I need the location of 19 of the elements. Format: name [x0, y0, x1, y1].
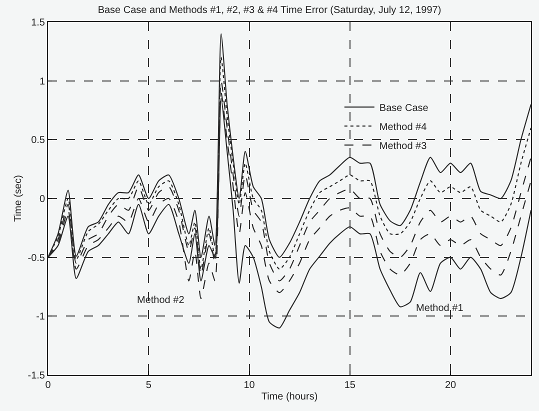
y-tick-label: -0.5: [28, 252, 46, 264]
x-axis-title: Time (hours): [261, 392, 318, 402]
y-tick-label: -1.5: [28, 370, 46, 382]
x-tick-label: 20: [444, 380, 456, 391]
legend-label: Method #3: [379, 141, 428, 152]
y-tick-label: 0: [39, 194, 46, 205]
y-tick-label: 0.5: [31, 135, 46, 146]
x-tick-label: 15: [344, 380, 356, 391]
x-tick-label: 10: [244, 380, 256, 391]
annotation: Method #1: [416, 303, 464, 314]
y-axis-title: Time (sec): [12, 175, 24, 222]
y-tick-label: -1: [36, 312, 46, 323]
x-tick-label: 5: [146, 380, 152, 391]
chart-title: Base Case and Methods #1, #2, #3 & #4 Time Error (Saturday, July 12, 1997): [98, 5, 442, 16]
legend-label: Base Case: [379, 103, 429, 114]
legend-label: Method #4: [379, 122, 428, 133]
annotation: Method #2: [137, 295, 185, 306]
y-tick-label: 1: [39, 76, 46, 88]
y-tick-label: 1.5: [31, 18, 46, 28]
